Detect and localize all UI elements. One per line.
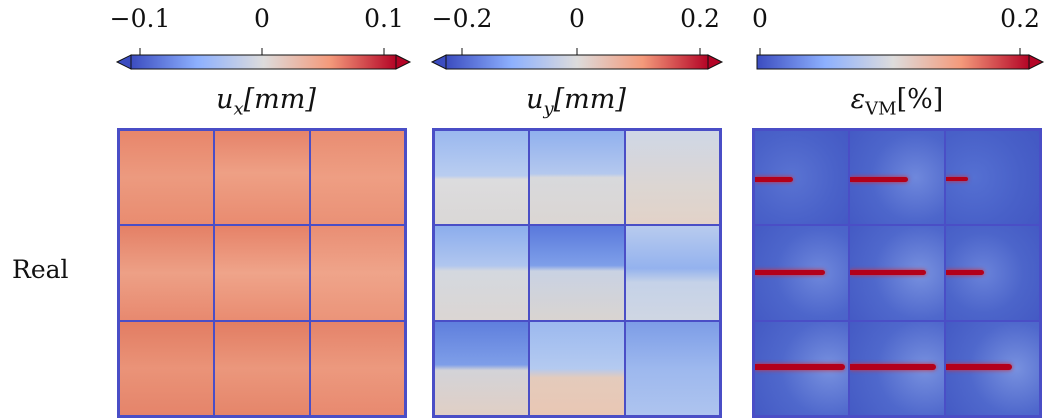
colorbars-svg [115, 48, 1045, 70]
crack-mark [945, 363, 1012, 370]
evm-tick-max: 0.2 [1000, 4, 1040, 33]
crack-mark [755, 363, 845, 370]
evm-cell [754, 225, 850, 321]
uy-cell [529, 225, 625, 321]
uy-cell [624, 320, 720, 416]
uy-tick-mid: 0 [569, 4, 585, 33]
evm-cell [849, 225, 945, 321]
crack-mark [755, 177, 793, 182]
uy-tick-max: 0.2 [680, 4, 720, 33]
ux-cell [214, 225, 310, 321]
uy-cell [529, 130, 625, 226]
ux-cell [309, 225, 405, 321]
uy-cell [624, 130, 720, 226]
ux-cell [119, 225, 215, 321]
uy-colorbar [430, 48, 724, 70]
uy-cell [434, 130, 530, 226]
ux-cell [309, 320, 405, 416]
evm-cell [944, 225, 1040, 321]
evm-colorbar [756, 48, 1045, 70]
uy-cell [434, 225, 530, 321]
uy-cell [434, 320, 530, 416]
uy-cell [624, 225, 720, 321]
evm-cell [754, 320, 850, 416]
crack-mark [755, 270, 825, 276]
ux-colorbar-label: ux[mm] [216, 84, 316, 120]
ux-tick-max: 0.1 [364, 4, 404, 33]
evm-colorbar-label: εVM[%] [850, 84, 944, 120]
ux-cell [214, 130, 310, 226]
uy-cell [529, 320, 625, 416]
uy-field-grid [432, 128, 722, 418]
ux-cell [119, 130, 215, 226]
evm-cell [944, 320, 1040, 416]
ux-tick-mid: 0 [254, 4, 270, 33]
ux-tick-min: −0.1 [109, 4, 171, 33]
evm-cell [849, 130, 945, 226]
crack-mark [945, 177, 968, 181]
ux-colorbar [115, 48, 412, 70]
row-label-real: Real [12, 255, 69, 284]
crack-mark [850, 270, 927, 276]
uy-tick-min: −0.2 [431, 4, 493, 33]
crack-mark [945, 270, 984, 276]
ux-cell [119, 320, 215, 416]
uy-colorbar-label: uy[mm] [526, 84, 626, 120]
evm-tick-min: 0 [752, 4, 768, 33]
evm-cell [849, 320, 945, 416]
ux-cell [214, 320, 310, 416]
crack-mark [850, 363, 937, 370]
evm-field-grid [752, 128, 1042, 418]
evm-cell [754, 130, 850, 226]
evm-cell [944, 130, 1040, 226]
crack-mark [850, 177, 909, 182]
ux-cell [309, 130, 405, 226]
ux-field-grid [117, 128, 407, 418]
